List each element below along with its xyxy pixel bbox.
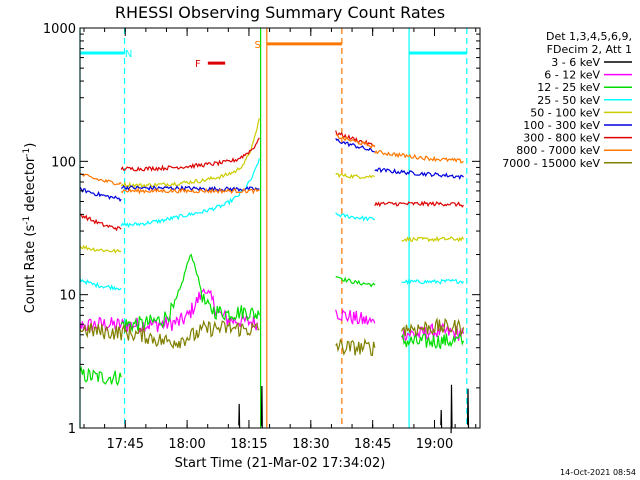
legend-header-decimation: FDecim 2, Att 1	[547, 43, 632, 56]
legend-entry-label: 50 - 100 keV	[530, 106, 600, 119]
series-line	[335, 212, 376, 222]
x-tick-label: 18:45	[354, 437, 391, 452]
series-line	[335, 137, 375, 153]
series-line	[238, 403, 241, 429]
chart-title: RHESSI Observing Summary Count Rates	[115, 3, 445, 22]
flag-label: S	[255, 40, 261, 51]
series-line	[467, 388, 470, 429]
plot-frame	[79, 27, 481, 429]
legend-entry-label: 12 - 25 keV	[537, 81, 600, 94]
y-axis-label-exp1: -1	[22, 216, 32, 225]
series-line	[335, 133, 376, 150]
legend-entry-label: 800 - 7000 keV	[516, 144, 600, 157]
y-axis-label-mid: detector	[23, 156, 38, 216]
series-line	[120, 137, 260, 172]
x-tick-label: 17:45	[107, 437, 144, 452]
x-tick-label: 18:15	[230, 437, 267, 452]
legend-entry-label: 25 - 50 keV	[537, 94, 600, 107]
series-line	[335, 337, 376, 357]
series-line	[401, 317, 465, 337]
x-tick-label: 18:00	[168, 437, 205, 452]
y-tick-label: 1	[68, 422, 76, 437]
legend: Det 1,3,4,5,6,9, FDecim 2, Att 1 3 - 6 k…	[502, 30, 632, 170]
series-line	[79, 186, 122, 203]
series-line	[335, 172, 375, 180]
plot-overlays: N S F	[79, 28, 468, 428]
series-line	[374, 149, 464, 164]
series-line	[120, 184, 260, 193]
legend-entry-label: 7000 - 15000 keV	[502, 157, 600, 170]
series-line	[79, 172, 122, 186]
series-line	[440, 409, 443, 429]
series-line	[79, 213, 122, 232]
series-line	[374, 200, 464, 208]
series-line	[120, 118, 260, 189]
y-axis-label-exp2: -1	[22, 148, 32, 157]
flag-label: F	[195, 59, 201, 70]
series-line	[374, 167, 464, 181]
y-tick-label: 1000	[43, 22, 76, 37]
y-tick-label: 10	[59, 289, 76, 304]
series-line	[335, 308, 376, 325]
legend-entry-label: 100 - 300 keV	[523, 119, 600, 132]
series-line	[79, 244, 122, 254]
generation-timestamp: 14-Oct-2021 08:54	[560, 468, 636, 477]
y-axis-label-main: Count Rate (s	[23, 225, 38, 314]
y-axis: 1 10 100 1000	[43, 22, 480, 437]
series-line	[79, 278, 122, 291]
x-tick-label: 18:30	[292, 437, 329, 452]
series-line	[401, 322, 465, 343]
legend-entry-label: 300 - 800 keV	[523, 132, 600, 145]
y-axis-label-end: )	[23, 143, 38, 148]
series-line	[79, 319, 260, 350]
legend-header-detectors: Det 1,3,4,5,6,9,	[546, 30, 632, 43]
legend-entry-label: 3 - 6 keV	[551, 56, 600, 69]
series-line	[120, 158, 260, 229]
series-line	[450, 384, 453, 434]
series-line	[120, 187, 260, 195]
flag-label: N	[125, 49, 132, 60]
y-tick-label: 100	[51, 155, 76, 170]
x-tick-label: 19:00	[416, 437, 453, 452]
y-axis-label: Count Rate (s-1 detector-1)	[22, 143, 38, 314]
plot-series	[79, 118, 470, 434]
series-line	[260, 385, 263, 429]
x-axis: 17:45 18:00 18:15 18:30 18:45 19:00	[83, 28, 477, 452]
x-axis-label: Start Time (21-Mar-02 17:34:02)	[175, 456, 386, 471]
series-line	[335, 276, 376, 288]
legend-entry-label: 6 - 12 keV	[544, 69, 600, 82]
series-line	[79, 365, 122, 387]
series-line	[401, 278, 464, 286]
series-line	[401, 332, 465, 350]
series-line	[401, 235, 465, 243]
